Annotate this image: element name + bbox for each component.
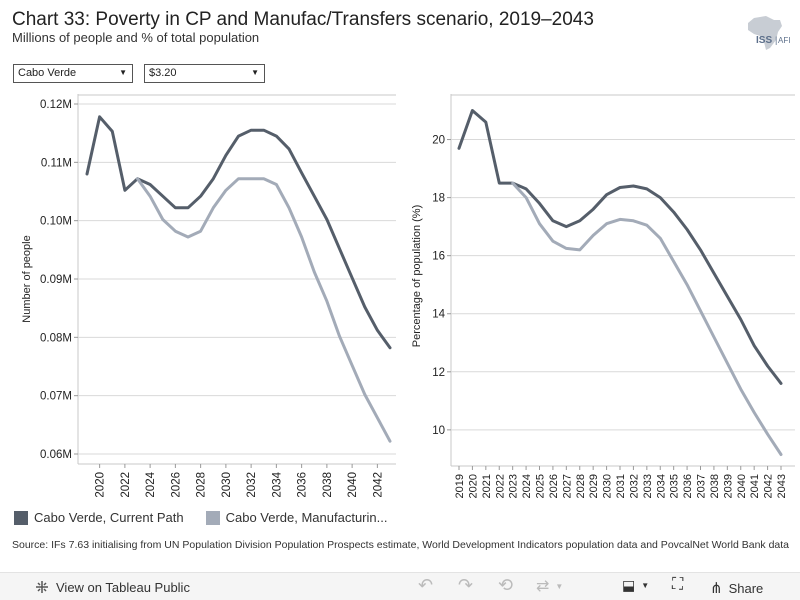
series-line-manufacturing xyxy=(136,177,392,443)
x-tick-label: 2036 xyxy=(297,472,309,498)
chart-title: Chart 33: Poverty in CP and Manufac/Tran… xyxy=(12,9,594,30)
x-tick-label: 2041 xyxy=(749,474,761,498)
view-on-tableau-button[interactable]: View on Tableau Public xyxy=(34,579,190,595)
x-tick-label: 2037 xyxy=(696,474,708,498)
x-tick-label: 2040 xyxy=(736,474,748,498)
x-tick-label: 2038 xyxy=(709,474,721,498)
poverty-line-dropdown-value: $3.20 xyxy=(149,67,177,79)
x-tick-label: 2028 xyxy=(196,472,208,498)
legend-label: Cabo Verde, Manufacturin... xyxy=(225,510,388,525)
y-tick-label: 16 xyxy=(432,251,445,263)
x-tick-label: 2030 xyxy=(221,472,233,498)
share-label: Share xyxy=(728,580,764,596)
x-tick-label: 2042 xyxy=(372,472,384,498)
legend-item-manufacturing[interactable]: Cabo Verde, Manufacturin... xyxy=(205,510,388,525)
y-tick-label: 12 xyxy=(432,367,445,379)
legend-swatch xyxy=(205,510,220,525)
y-tick-label: 0.11M xyxy=(41,157,72,169)
x-tick-label: 2030 xyxy=(602,474,614,498)
x-tick-label: 2026 xyxy=(170,472,182,498)
x-tick-label: 2026 xyxy=(548,474,560,498)
percentage-of-population-chart: 10 12 14 16 18 20 Percentage of population (%)… xyxy=(411,94,795,498)
x-tick-label: 2022 xyxy=(494,474,506,498)
legend-item-current-path[interactable]: Cabo Verde, Current Path xyxy=(14,510,184,525)
x-tick-label: 2028 xyxy=(575,474,587,498)
number-of-people-chart: 0.06M 0.07M 0.08M 0.09M 0.10M 0.11M 0.12M Numbe… xyxy=(21,94,396,498)
x-tick-label: 2025 xyxy=(535,474,547,498)
iss-logo: ISS | AFI xyxy=(748,16,790,50)
x-tick-label: 2035 xyxy=(669,474,681,498)
chart-subtitle: Millions of people and % of total popula… xyxy=(12,30,260,45)
x-tick-label: 2024 xyxy=(521,474,533,498)
fullscreen-icon[interactable]: ⛶ xyxy=(672,576,684,593)
y-tick-label: 0.12M xyxy=(40,99,72,111)
legend-swatch xyxy=(14,510,28,525)
series-line-manufacturing xyxy=(511,181,783,456)
x-tick-label: 2031 xyxy=(615,474,627,498)
poverty-line-dropdown[interactable]: $3.20 ▼ xyxy=(144,64,265,83)
y-tick-label: 10 xyxy=(432,425,445,437)
x-tick-label: 2022 xyxy=(120,472,132,498)
x-tick-label: 2034 xyxy=(655,474,667,498)
x-tick-label: 2042 xyxy=(763,474,775,498)
x-tick-label: 2032 xyxy=(628,474,640,498)
redo-icon[interactable]: ↷ xyxy=(458,575,474,595)
x-tick-label: 2039 xyxy=(722,474,734,498)
y-tick-label: 20 xyxy=(432,135,445,147)
country-dropdown-value: Cabo Verde xyxy=(18,67,77,79)
source-note: Source: IFs 7.63 initialising from UN Po… xyxy=(12,539,790,551)
view-on-tableau-label: View on Tableau Public xyxy=(56,579,190,595)
share-icon: ⋔ xyxy=(710,580,723,597)
download-icon[interactable]: ⬓ ▼ xyxy=(622,577,650,593)
legend-label: Cabo Verde, Current Path xyxy=(34,510,184,525)
x-tick-label: 2032 xyxy=(246,472,258,498)
svg-text:|: | xyxy=(775,35,777,45)
y-axis-title: Percentage of population (%) xyxy=(411,205,423,347)
logo-suffix: AFI xyxy=(778,36,790,45)
tableau-icon xyxy=(36,581,48,593)
revert-icon[interactable]: ⟲ xyxy=(498,575,514,595)
x-tick-label: 2024 xyxy=(145,471,157,497)
x-tick-label: 2027 xyxy=(561,474,573,498)
x-tick-label: 2038 xyxy=(322,472,334,498)
y-tick-label: 18 xyxy=(432,193,445,205)
x-tick-label: 2020 xyxy=(467,474,479,498)
x-tick-label: 2019 xyxy=(454,474,466,498)
x-tick-label: 2034 xyxy=(271,471,283,497)
x-tick-label: 2023 xyxy=(508,474,520,498)
y-tick-label: 0.10M xyxy=(40,216,72,228)
undo-icon[interactable]: ↶ xyxy=(418,575,434,595)
y-tick-label: 0.08M xyxy=(40,332,72,344)
x-tick-label: 2033 xyxy=(642,474,654,498)
series-line-current-path xyxy=(85,115,392,350)
country-dropdown[interactable]: Cabo Verde ▼ xyxy=(13,64,133,83)
y-tick-label: 0.07M xyxy=(40,391,72,403)
x-tick-label: 2043 xyxy=(776,474,788,498)
x-tick-label: 2021 xyxy=(481,474,493,498)
tableau-toolbar: View on Tableau Public ↶ ↷ ⟲ ⇄ ▼ ⬓ ▼ ⛶ ⋔… xyxy=(0,572,800,600)
series-line-current-path xyxy=(457,109,783,385)
chevron-down-icon: ▼ xyxy=(251,68,259,77)
africa-map-icon xyxy=(748,16,782,50)
x-tick-label: 2040 xyxy=(347,472,359,498)
legend: Cabo Verde, Current Path Cabo Verde, Man… xyxy=(14,510,387,525)
y-tick-label: 0.06M xyxy=(40,449,72,461)
refresh-icon[interactable]: ⇄ ▼ xyxy=(536,578,564,595)
chevron-down-icon: ▼ xyxy=(119,68,127,77)
y-axis-title: Number of people xyxy=(21,235,33,322)
x-tick-label: 2020 xyxy=(95,472,107,498)
y-tick-label: 0.09M xyxy=(40,274,72,286)
x-tick-label: 2036 xyxy=(682,474,694,498)
share-button[interactable]: ⋔ Share xyxy=(710,579,763,597)
logo-text: ISS xyxy=(756,35,772,46)
x-tick-label: 2029 xyxy=(588,474,600,498)
y-tick-label: 14 xyxy=(432,309,445,321)
